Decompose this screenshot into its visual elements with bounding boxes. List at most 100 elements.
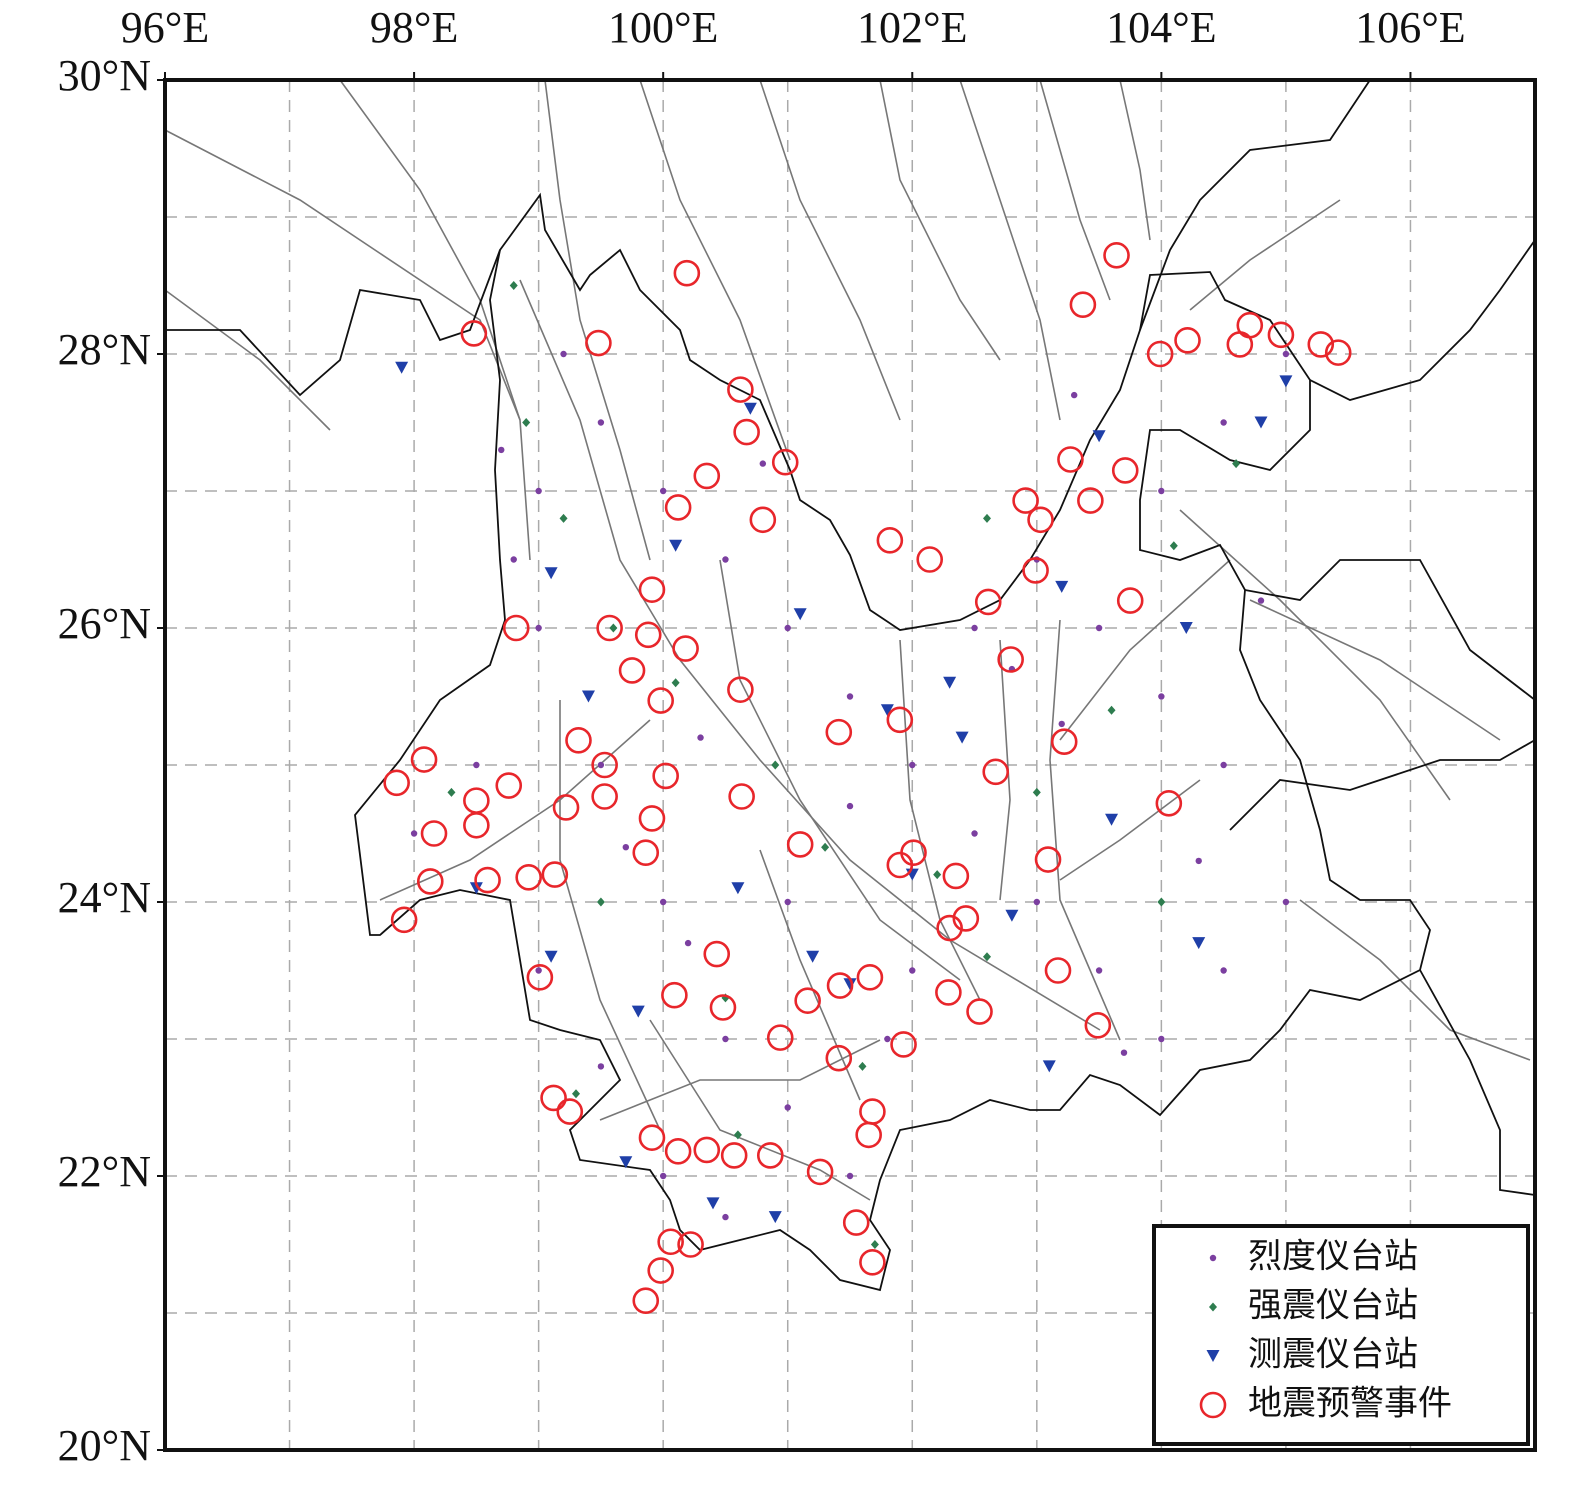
y-tick-label: 26°N (58, 599, 151, 648)
strong-motion-station (1032, 787, 1041, 797)
x-tick-label: 96°E (121, 3, 209, 52)
warning-event (693, 462, 721, 490)
warning-event (727, 676, 754, 703)
warning-event (1111, 457, 1139, 484)
seismic-station (1005, 909, 1019, 922)
intensity-station (1120, 1049, 1128, 1056)
warning-event (974, 588, 1002, 616)
intensity-station (498, 446, 505, 454)
warning-event (1199, 1391, 1227, 1419)
seismic-station (793, 608, 807, 621)
intensity-station (535, 967, 542, 974)
warning-event (495, 772, 523, 799)
warning-event (652, 762, 679, 790)
warning-event (766, 1024, 794, 1051)
intensity-station (1158, 1035, 1165, 1043)
intensity-station (597, 1063, 605, 1070)
seismic-station (619, 1156, 633, 1169)
strong-motion-station (1169, 541, 1178, 551)
intensity-station (784, 898, 791, 906)
seismic-station (1254, 416, 1268, 429)
warning-event (952, 905, 980, 932)
seismic-station (469, 882, 483, 895)
warning-event (727, 376, 754, 403)
intensity-station (1095, 967, 1103, 974)
strong-motion-station (983, 952, 991, 962)
x-tick-label: 104°E (1106, 3, 1216, 52)
warning-event (794, 987, 821, 1014)
warning-event (806, 1158, 834, 1186)
strong-motion-station (572, 1089, 580, 1099)
seismic-station (1105, 813, 1119, 826)
seismic-station (1092, 430, 1106, 443)
strong-motion-station (771, 760, 780, 770)
warning-event (942, 862, 970, 890)
warning-event (1324, 339, 1352, 366)
seismic-station (1179, 622, 1193, 634)
warning-event (673, 259, 701, 287)
strong-motion-station (609, 623, 618, 633)
intensity-station (684, 939, 692, 947)
intensity-station (909, 761, 916, 769)
warning-event (410, 746, 438, 773)
strong-motion-station (559, 513, 568, 523)
seismic-station (706, 1197, 720, 1210)
warning-event (703, 940, 731, 968)
warning-event (515, 864, 542, 891)
warning-event (1116, 587, 1144, 614)
x-tick-label: 106°E (1355, 3, 1465, 52)
warning-event (420, 820, 448, 847)
intensity-station (597, 761, 605, 769)
warning-event (647, 1257, 674, 1284)
warning-event (632, 839, 660, 866)
seismic-station (544, 567, 558, 580)
seismic-station (544, 950, 558, 963)
strong-motion-station (821, 842, 830, 852)
warning-event (1103, 242, 1130, 269)
warning-event (890, 1031, 917, 1058)
intensity-station (1220, 967, 1227, 974)
intensity-station (1282, 350, 1290, 358)
warning-event (1027, 506, 1054, 534)
plot-frame (163, 78, 1537, 1452)
intensity-station (784, 624, 791, 632)
warning-event (1069, 291, 1097, 318)
warning-event (825, 718, 853, 746)
warning-event (936, 914, 963, 942)
warning-event (556, 1098, 584, 1125)
warning-event (585, 329, 612, 357)
y-tick-label: 20°N (58, 1421, 151, 1470)
strong-motion-station (1157, 897, 1166, 907)
warning-event (826, 972, 854, 999)
strong-motion-station (1209, 1302, 1217, 1312)
warning-event (855, 1121, 882, 1149)
intensity-station (1158, 487, 1165, 495)
warning-event (677, 1231, 704, 1258)
strong-motion-station (858, 1061, 867, 1071)
warning-event (664, 1138, 692, 1165)
seismic-station (743, 402, 757, 415)
warning-event (859, 1249, 886, 1276)
intensity-station (722, 1213, 729, 1221)
intensity-station (1282, 898, 1290, 906)
intensity-station (1158, 693, 1165, 700)
warning-event (383, 769, 410, 797)
warning-event (657, 1228, 684, 1256)
seismic-station (731, 882, 745, 895)
x-tick-label: 98°E (370, 3, 458, 52)
warning-event (900, 839, 927, 866)
warning-event (720, 1142, 748, 1169)
strong-motion-station (509, 281, 518, 290)
warning-event (552, 794, 580, 821)
intensity-station (759, 460, 767, 467)
warning-event (886, 706, 914, 734)
seismic-station (1042, 1060, 1056, 1073)
fault-lines (164, 79, 1531, 1201)
intensity-station (510, 556, 517, 563)
seismic-station (1055, 580, 1069, 593)
y-tick-label: 22°N (58, 1147, 151, 1196)
warning-event (1155, 790, 1183, 817)
warning-event (1050, 728, 1078, 756)
intensity-station (1220, 761, 1227, 769)
